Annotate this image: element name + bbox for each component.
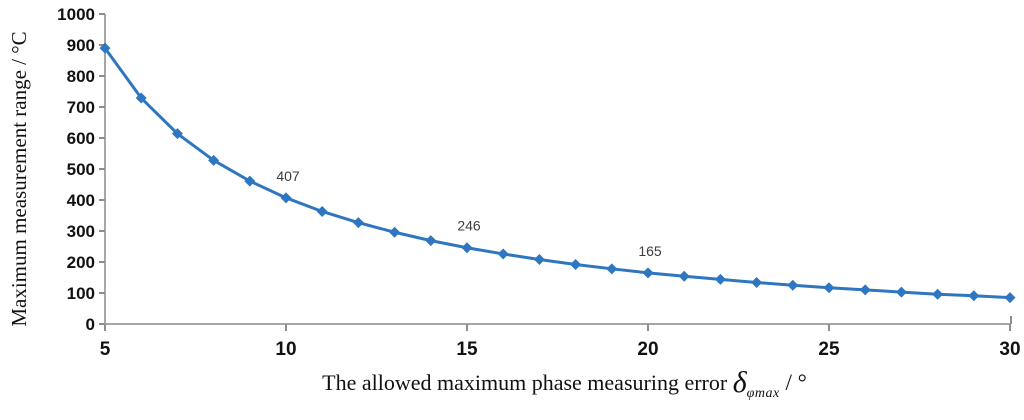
data-point-marker: [244, 175, 256, 187]
y-tick-label: 400: [67, 191, 95, 210]
x-tick-label: 20: [637, 339, 658, 360]
x-tick-label: 30: [999, 339, 1020, 360]
y-tick-label: 800: [67, 67, 95, 86]
delta-subscript: φmax: [746, 386, 780, 401]
y-tick-label: 900: [67, 36, 95, 55]
data-point-marker: [932, 288, 944, 300]
data-point-marker: [859, 284, 871, 296]
data-point-marker: [606, 263, 618, 275]
data-point-marker: [352, 217, 364, 229]
data-point-marker: [389, 226, 401, 238]
data-point-marker: [171, 128, 183, 140]
data-point-marker: [135, 92, 147, 104]
data-point-marker: [751, 276, 763, 288]
x-axis-title: The allowed maximum phase measuring erro…: [105, 366, 1024, 402]
data-point-marker: [461, 242, 473, 254]
y-tick-label: 200: [67, 253, 95, 272]
delta-symbol: δ: [732, 366, 747, 399]
data-point-marker: [425, 235, 437, 247]
y-tick-label: 700: [67, 98, 95, 117]
x-axis-unit: / °: [779, 370, 807, 395]
data-point-marker: [570, 258, 582, 270]
y-tick-label: 1000: [57, 5, 95, 24]
point-label: 407: [276, 168, 300, 184]
y-tick-label: 500: [67, 160, 95, 179]
data-point-marker: [497, 248, 509, 260]
data-point-marker: [316, 205, 328, 217]
x-tick-label: 25: [818, 339, 840, 360]
y-axis-title: Maximum measurement range / °C: [7, 31, 31, 327]
y-tick-label: 600: [67, 129, 95, 148]
point-label: 165: [638, 243, 662, 259]
data-point-marker: [99, 42, 111, 54]
data-point-marker: [280, 192, 292, 204]
y-tick-label: 0: [86, 315, 95, 334]
data-point-marker: [787, 279, 799, 291]
data-point-marker: [678, 270, 690, 282]
x-tick-label: 5: [100, 339, 111, 360]
data-point-marker: [642, 267, 654, 279]
x-tick-label: 15: [456, 339, 478, 360]
point-label: 246: [457, 218, 481, 234]
data-point-marker: [208, 154, 220, 166]
y-tick-label: 300: [67, 222, 95, 241]
data-point-marker: [895, 286, 907, 298]
data-point-marker: [714, 273, 726, 285]
data-point-marker: [968, 290, 980, 302]
x-axis-title-text: The allowed maximum phase measuring erro…: [322, 370, 733, 395]
data-point-marker: [533, 254, 545, 266]
data-point-marker: [1004, 292, 1016, 304]
data-point-marker: [823, 282, 835, 294]
series-line: [103, 46, 1012, 300]
y-tick-label: 100: [67, 284, 95, 303]
x-tick-label: 10: [275, 339, 296, 360]
